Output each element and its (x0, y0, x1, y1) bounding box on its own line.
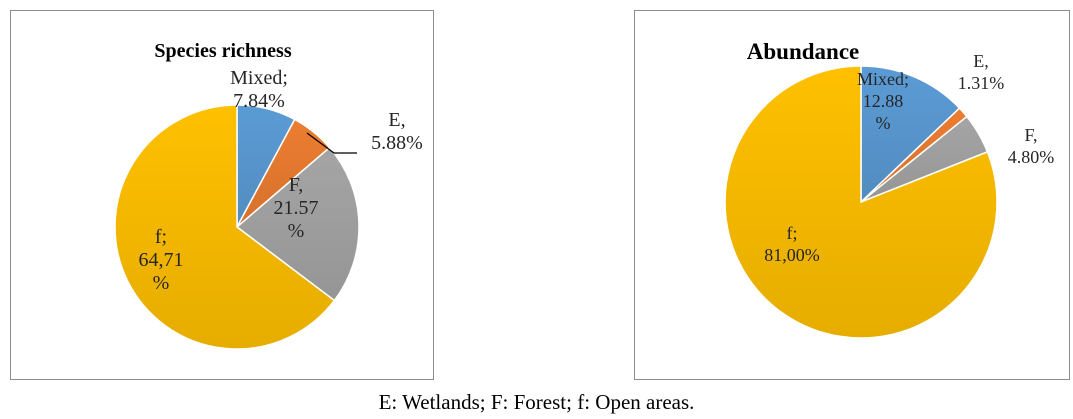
pie-slice-abundance-mixed (860, 65, 961, 204)
pie-chart-abundance: Abundance Mixed; 12.88 % E, 1.31%F, 4.80% f; 81,… (724, 39, 1055, 339)
chart-panel-abundance: Abundance Mixed; 12.88% E, 1.31% F, 4.80% f; 81,… (634, 10, 1070, 380)
data-label-abundance-f-open: f; 81,00% (764, 223, 820, 265)
data-label-species-richness-f-open: f; 64,71% (139, 226, 184, 294)
data-label-species-richness-f: F, 21.57% (274, 174, 319, 242)
data-label-abundance-mixed: Mixed; 12.88% (857, 69, 909, 133)
pie-slice-species-richness-f-open (114, 104, 336, 350)
pie-slice-abundance-f-open (724, 65, 998, 339)
chart-title-abundance: Abundance (747, 39, 859, 64)
data-label-species-richness-e: E, 5.88% (371, 109, 423, 154)
chart-panel-species-richness: Species richness Mixed; 7.84% E, 5.88% F, 21.5… (10, 10, 434, 380)
chart-title-species-richness: Species richness (154, 40, 291, 62)
pie-slice-species-richness-f (235, 146, 360, 302)
pie-chart-species-richness: Species richness Mixed; 7.84% E, 5.88% F, 21.5… (114, 40, 423, 350)
leader-line-species-richness-e (306, 132, 357, 154)
data-label-abundance-e: E, 1.31% (958, 51, 1005, 93)
figure-caption: E: Wetlands; F: Forest; f: Open areas. (378, 390, 695, 414)
data-label-species-richness-mixed: Mixed; 7.84% (230, 67, 288, 112)
data-label-abundance-f: F, 4.80% (1008, 125, 1055, 167)
